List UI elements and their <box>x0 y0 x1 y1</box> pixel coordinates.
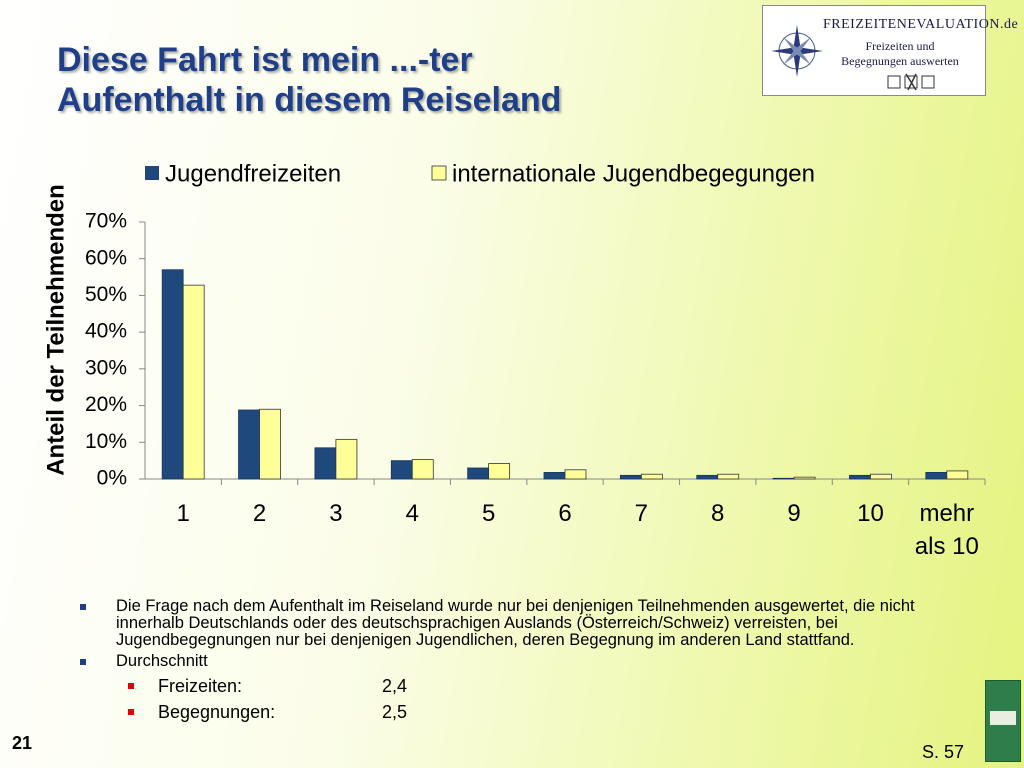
book-icon <box>985 680 1021 762</box>
notes: Die Frage nach dem Aufenthalt im Reisela… <box>78 598 978 722</box>
legend-label: Jugendfreizeiten <box>165 160 341 187</box>
bar <box>640 473 663 480</box>
bar <box>238 409 260 480</box>
x-tick-label: 3 <box>329 500 343 527</box>
x-tick-label: 8 <box>711 500 725 527</box>
bar <box>543 471 566 480</box>
bar <box>411 459 434 480</box>
y-tick-label: 30% <box>85 356 127 379</box>
bar <box>182 284 205 480</box>
logo: FREIZEITENEVALUATION.de Freizeiten und B… <box>762 5 1018 96</box>
y-tick-label: 70% <box>85 210 127 233</box>
bar <box>259 408 281 480</box>
x-tick-label: 7 <box>634 500 649 527</box>
compass-icon <box>771 25 823 77</box>
x-tick-label: 6 <box>558 500 572 527</box>
bar <box>619 474 642 480</box>
y-tick-label: 60% <box>85 246 127 269</box>
average-value: 2,4 <box>382 676 408 696</box>
x-tick-label: 1 <box>176 500 190 527</box>
bar <box>793 476 816 480</box>
legend-label: internationale Jugendbegegungen <box>452 160 815 187</box>
average-label: Begegnungen: <box>158 702 276 722</box>
slide-title: Diese Fahrt ist mein ...-ter Aufenthalt … <box>57 40 561 120</box>
source-page: S. 57 <box>922 742 965 762</box>
bar <box>870 473 892 480</box>
y-tick-label: 40% <box>85 320 127 343</box>
checkbox-icons <box>887 73 935 91</box>
x-tick-label: 4 <box>405 500 419 527</box>
logo-brand: FREIZEITENEVALUATION.de <box>823 17 1019 32</box>
note: Durchschnitt <box>78 653 978 670</box>
page-number: 21 <box>12 733 33 753</box>
bar <box>849 474 871 480</box>
bar <box>925 471 948 480</box>
bar <box>390 460 413 480</box>
y-tick-label: 0% <box>97 467 127 490</box>
bar <box>161 269 184 480</box>
bar <box>717 473 740 480</box>
bar <box>696 474 719 480</box>
average-item: Freizeiten: 2,4 <box>78 676 978 696</box>
y-tick-label: 50% <box>85 283 127 306</box>
bar <box>488 463 511 480</box>
bar <box>467 467 490 480</box>
title-line: Diese Fahrt ist mein ...-ter <box>57 41 473 79</box>
logo-line: Freizeiten und <box>865 39 935 53</box>
x-tick-label: mehr als 10 <box>914 500 979 560</box>
bar <box>772 477 795 480</box>
y-axis-label: Anteil der Teilnehmenden <box>42 184 69 476</box>
x-tick-label: 2 <box>252 500 267 527</box>
legend-swatch <box>145 166 159 180</box>
logo-line: Begegnungen auswerten <box>841 54 959 68</box>
y-tick-label: 20% <box>85 393 127 416</box>
title-line: Aufenthalt in diesem Reiseland <box>57 81 562 119</box>
x-tick-label: 10 <box>857 500 884 527</box>
bar <box>946 470 969 480</box>
bar <box>564 469 587 480</box>
average-label: Freizeiten: <box>158 676 243 696</box>
bar <box>335 438 358 480</box>
logo-subtitle: Freizeiten und Begegnungen auswerten <box>835 39 965 69</box>
x-tick-label: 9 <box>787 500 801 527</box>
y-tick-label: 10% <box>85 430 127 453</box>
note: Die Frage nach dem Aufenthalt im Reisela… <box>78 598 978 649</box>
average-item: Begegnungen: 2,5 <box>78 702 978 722</box>
average-value: 2,5 <box>382 702 408 722</box>
legend-swatch <box>431 165 447 181</box>
bar <box>314 447 337 480</box>
x-tick-label: 5 <box>481 500 496 527</box>
